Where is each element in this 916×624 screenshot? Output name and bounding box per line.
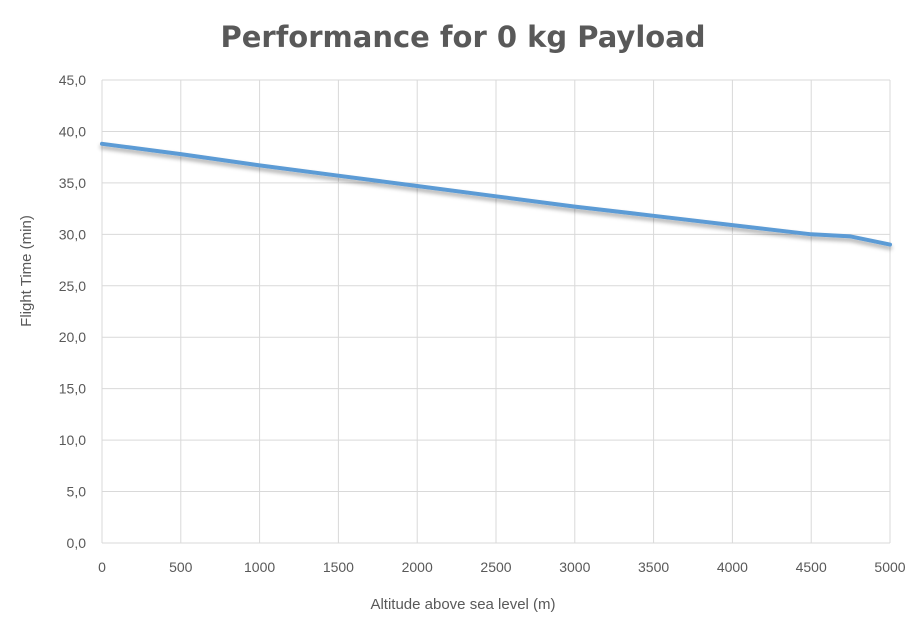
x-tick-label: 5000 xyxy=(874,559,905,575)
y-tick-label: 15,0 xyxy=(59,381,86,397)
y-tick-label: 35,0 xyxy=(59,175,86,191)
chart-title: Performance for 0 kg Payload xyxy=(220,20,705,54)
y-axis-ticks: 0,0 5,0 10,0 15,0 20,0 25,0 30,0 35,0 40,0 45,0 xyxy=(59,72,86,551)
y-tick-label: 0,0 xyxy=(67,535,87,551)
x-tick-label: 2500 xyxy=(480,559,511,575)
x-tick-label: 1000 xyxy=(244,559,275,575)
x-tick-label: 0 xyxy=(98,559,106,575)
series-line xyxy=(100,141,892,247)
y-tick-label: 10,0 xyxy=(59,432,86,448)
x-axis-label: Altitude above sea level (m) xyxy=(370,596,555,613)
x-tick-label: 4500 xyxy=(796,559,827,575)
y-axis-label: Flight Time (min) xyxy=(18,215,35,327)
y-tick-label: 20,0 xyxy=(59,329,86,345)
y-tick-label: 40,0 xyxy=(59,123,86,139)
x-tick-label: 3500 xyxy=(638,559,669,575)
grid-lines xyxy=(101,79,891,544)
y-tick-label: 25,0 xyxy=(59,278,86,294)
y-tick-label: 5,0 xyxy=(67,484,87,500)
y-tick-label: 45,0 xyxy=(59,72,86,88)
x-tick-label: 500 xyxy=(169,559,193,575)
x-tick-label: 4000 xyxy=(717,559,748,575)
series-group xyxy=(100,141,892,247)
x-tick-label: 3000 xyxy=(559,559,590,575)
x-axis-ticks: 0 500 1000 1500 2000 2500 3000 3500 4000 4500 5000 xyxy=(98,559,906,575)
x-tick-label: 1500 xyxy=(323,559,354,575)
y-tick-label: 30,0 xyxy=(59,226,86,242)
x-tick-label: 2000 xyxy=(402,559,433,575)
